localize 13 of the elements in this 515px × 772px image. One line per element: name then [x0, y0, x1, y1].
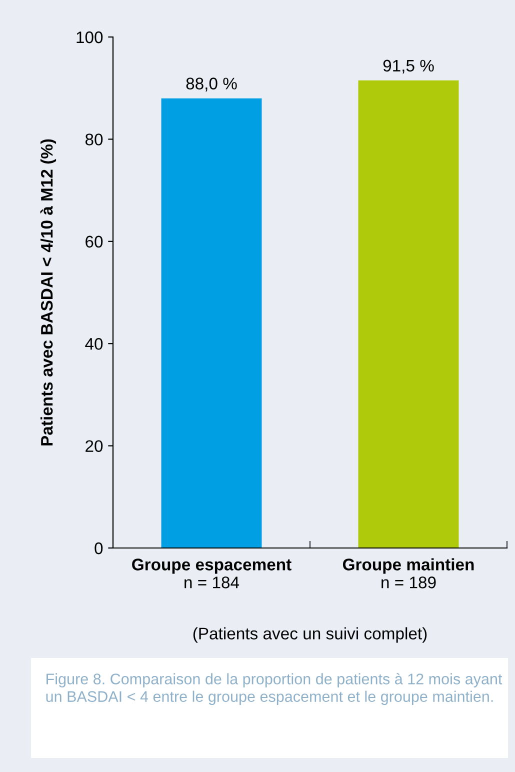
x-tick-label: Groupe espacement n = 184	[132, 558, 292, 588]
y-tick-label: 60	[86, 236, 103, 248]
data-label: 91,5 %	[383, 60, 434, 74]
y-tick-label: 100	[76, 31, 103, 44]
y-tick-label: 40	[85, 338, 103, 350]
y-tick-label: 80	[85, 134, 103, 146]
y-tick-label: 0	[94, 542, 103, 554]
x-tick-label: Groupe maintien n = 189	[342, 558, 474, 588]
text: Figure 8. Comparaison de la proportion de patients à 12 mois ayant un BASDAI < 4 entre le groupe espacement et le groupe maintien.	[46, 673, 502, 705]
data-label: 88,0 %	[186, 78, 237, 92]
y-tick-label: 20	[86, 440, 103, 452]
x-axis-title: (Patients avec un suivi complet)	[193, 627, 427, 643]
y-axis-title: Patients avec BASDAI < 4/10 à M12 (%)	[40, 139, 56, 446]
